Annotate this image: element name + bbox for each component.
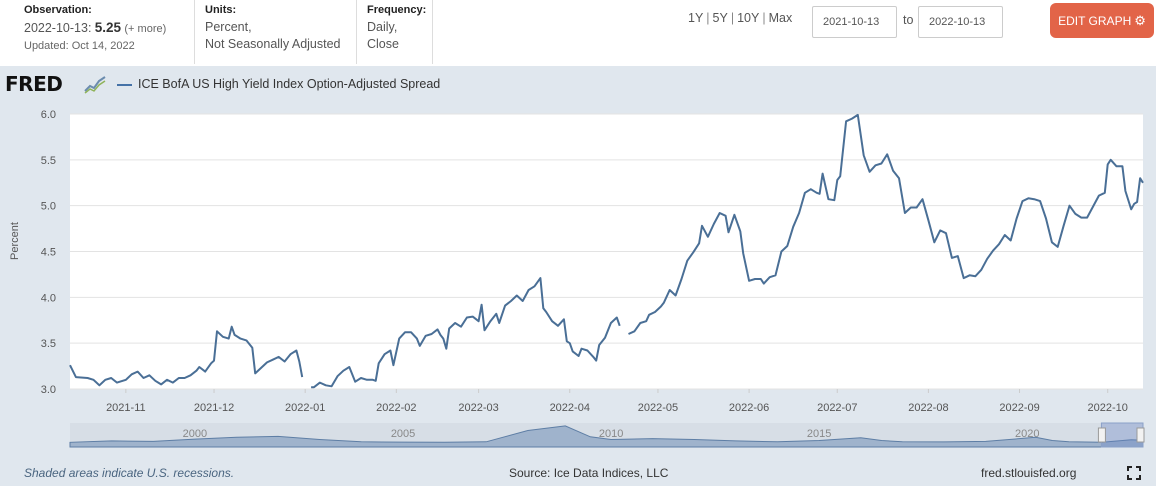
range-1y[interactable]: 1Y	[688, 11, 704, 25]
range-max[interactable]: Max	[768, 11, 793, 25]
fred-logo[interactable]: FRED	[5, 72, 63, 96]
units-line2: Not Seasonally Adjusted	[205, 37, 341, 51]
range-separator: |	[762, 11, 766, 25]
y-tick-label: 6.0	[41, 109, 56, 121]
x-tick-label: 2022-02	[376, 402, 416, 414]
x-tick-label: 2021-11	[106, 402, 146, 414]
series-line	[69, 325, 304, 387]
to-label: to	[903, 13, 914, 27]
x-tick-label: 2022-09	[999, 402, 1039, 414]
range-separator: |	[730, 11, 735, 25]
x-tick-label: 2022-08	[908, 402, 948, 414]
navigator-label: 2020	[1015, 428, 1039, 440]
chart-area[interactable]: 3.0 3.5 4.0 4.5 5.0 5.5 6.0 2021-11 2021-12 2022-…	[0, 100, 1156, 460]
info-bar: Observation: 2022-10-13: 5.25 (+ more) U…	[0, 0, 1156, 66]
navigator-label: 2015	[807, 428, 831, 440]
x-tick-label: 2022-04	[550, 402, 590, 414]
x-tick-label: 2022-07	[817, 402, 857, 414]
start-date-input[interactable]: 2021-10-13	[812, 6, 897, 38]
observation-value: 5.25	[94, 20, 122, 35]
legend-label: ICE BofA US High Yield Index Option-Adju…	[138, 77, 441, 91]
range-10y[interactable]: 10Y	[737, 11, 760, 25]
navigator-handle[interactable]	[1097, 427, 1106, 443]
x-tick-label: 2022-10	[1088, 402, 1128, 414]
range-5y[interactable]: 5Y	[712, 11, 728, 25]
series-line	[628, 113, 1144, 335]
series-line	[311, 277, 621, 389]
end-date-input[interactable]: 2022-10-13	[918, 6, 1003, 38]
navigator-label: 2010	[599, 428, 623, 440]
frequency-label: Frequency:	[367, 4, 427, 16]
gear-icon: ⚙	[1134, 13, 1146, 28]
fullscreen-icon[interactable]	[1127, 466, 1141, 480]
y-tick-label: 5.0	[41, 201, 56, 213]
recession-note: Shaded areas indicate U.S. recessions.	[24, 466, 235, 480]
divider	[356, 0, 357, 64]
updated-text: Updated: Oct 14, 2022	[24, 40, 135, 52]
observation-block: Observation: 2022-10-13: 5.25 (+ more) U…	[24, 2, 166, 55]
edit-graph-button[interactable]: EDIT GRAPH ⚙	[1050, 3, 1154, 38]
chart-trend-icon	[84, 74, 106, 94]
range-selector: 1Y | 5Y | 10Y | Max	[688, 11, 792, 25]
edit-graph-label: EDIT GRAPH	[1058, 14, 1132, 28]
frequency-line1: Daily,	[367, 20, 398, 34]
y-tick-label: 5.5	[41, 155, 56, 167]
navigator-series	[69, 425, 1144, 448]
x-tick-label: 2022-05	[638, 402, 678, 414]
units-block: Units: Percent, Not Seasonally Adjusted	[205, 2, 341, 53]
divider	[432, 0, 433, 64]
units-line1: Percent,	[205, 20, 252, 34]
site-link[interactable]: fred.stlouisfed.org	[981, 466, 1077, 480]
legend-swatch	[117, 84, 132, 86]
observation-label: Observation:	[24, 4, 92, 16]
navigator-label: 2005	[391, 428, 415, 440]
observation-date: 2022-10-13:	[24, 21, 92, 35]
x-tick-label: 2022-03	[458, 402, 498, 414]
divider	[194, 0, 195, 64]
range-separator: |	[706, 11, 710, 25]
y-tick-label: 3.5	[41, 338, 56, 350]
x-tick-label: 2022-01	[285, 402, 325, 414]
navigator-label: 2000	[183, 428, 207, 440]
source-text: Source: Ice Data Indices, LLC	[509, 466, 669, 480]
more-link[interactable]: (+ more)	[124, 23, 167, 35]
frequency-block: Frequency: Daily, Close	[367, 2, 426, 53]
x-tick-label: 2021-12	[194, 402, 234, 414]
y-tick-label: 3.0	[41, 384, 56, 396]
units-label: Units:	[205, 4, 237, 16]
navigator-handle[interactable]	[1136, 427, 1145, 443]
y-tick-label: 4.0	[41, 292, 56, 304]
frequency-line2: Close	[367, 37, 399, 51]
y-tick-label: 4.5	[41, 247, 56, 259]
x-tick-label: 2022-06	[729, 402, 769, 414]
